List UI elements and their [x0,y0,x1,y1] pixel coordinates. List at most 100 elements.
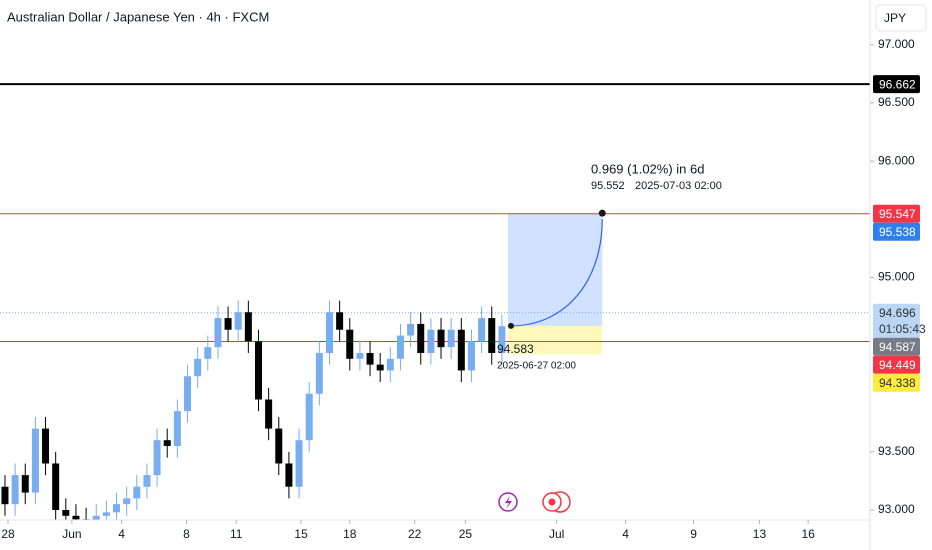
candle-body [488,318,496,353]
candle-body [62,509,70,516]
candle-body [315,352,323,394]
event-icons [498,491,571,513]
projection-floor [508,325,603,355]
x-tick-label: 9 [690,527,697,541]
price-label: 95.538 [879,225,916,239]
projection-curve [511,219,603,327]
y-tick-label: 93.500 [878,444,915,458]
candle-body [244,312,252,342]
price-label-bg [873,373,920,392]
projection-target-time: 2025-07-03 02:00 [635,180,722,192]
candle-body [31,428,39,493]
projection-start [508,322,515,329]
price-label: 96.662 [879,77,916,91]
candle-body [325,312,333,353]
price-label-bg [873,222,920,241]
chart-title: Australian Dollar / Japanese Yen · 4h · … [7,9,269,24]
candle-body [407,323,415,336]
candle-body [447,329,455,348]
x-tick-label: Jun [62,527,81,541]
candle-body [204,347,212,359]
candle-body [336,312,344,330]
candle-body [133,486,141,499]
y-tick-label: 95.000 [878,270,915,284]
price-label-bg [873,303,920,338]
projection-change: 0.969 (1.02%) in 6d [591,162,704,177]
candle-body [173,411,181,447]
candle-body [376,364,384,371]
y-tick-label: 93.000 [878,502,915,516]
y-tick-label: 97.000 [878,37,915,51]
candle-body [153,440,161,476]
x-tick-label: 16 [801,527,815,541]
x-tick-label: 4 [622,527,629,541]
x-tick-label: 4 [118,527,125,541]
candle-body [52,463,60,510]
candle-body [478,318,486,342]
x-tick-label: 28 [1,527,15,541]
projection-gain [508,213,603,326]
projection-target-price: 95.552 [591,180,625,192]
candle-body [457,329,465,371]
price-label-bg [873,355,920,374]
x-tick-label: 18 [343,527,357,541]
candle-body [305,393,313,441]
candle-body [396,335,404,359]
candle-body [224,318,232,330]
candle-body [254,341,262,400]
candle-body [295,440,303,487]
candle-body [194,358,202,377]
y-tick-label: 96.000 [878,153,915,167]
candle-body [275,428,283,464]
candle-body [498,326,506,353]
countdown: 01:05:43 [879,322,926,336]
candle-body [113,504,121,513]
price-label-bg [873,337,920,356]
candle-body [143,475,151,487]
candle-body [1,486,9,505]
candle-body [123,498,131,505]
candle-body [386,358,394,371]
plot-area [0,83,870,520]
y-tick-label: 96.500 [878,95,915,109]
price-label-bg [873,204,920,223]
candle-body [437,329,445,348]
price-label: 94.696 [879,306,916,320]
price-label: 94.449 [879,358,916,372]
currency[interactable]: JPY [884,11,906,25]
candle-body [72,515,80,520]
candle-body [102,512,110,516]
x-tick-label: 25 [459,527,473,541]
price-label: 95.547 [879,207,916,221]
candle-body [366,352,374,365]
projection-start-price: 94.583 [497,342,534,356]
x-tick-label: 13 [753,527,767,541]
currency-button[interactable] [875,4,927,32]
price-label: 94.587 [879,340,916,354]
candle-body [92,515,100,520]
candle-body [42,428,50,464]
x-tick-label: 15 [294,527,308,541]
candle-body [184,376,192,412]
price-label: 94.338 [879,376,916,390]
candle-body [285,463,293,487]
candle-body [417,323,425,353]
candle-body [467,341,475,371]
candle-body [346,329,354,359]
candle-body [163,440,171,447]
x-tick-label: Jul [549,527,564,541]
price-label-bg [873,75,920,94]
projection-start-time: 2025-06-27 02:00 [497,361,576,372]
projection-target [598,209,606,217]
candle-body [265,399,273,429]
candle-body [234,312,242,330]
x-tick-label: 22 [408,527,422,541]
x-tick-label: 8 [183,527,190,541]
x-tick-label: 11 [230,527,243,541]
candle-body [21,475,29,493]
candle-body [356,352,364,359]
candle-body [427,329,435,353]
candle-body [11,475,19,505]
